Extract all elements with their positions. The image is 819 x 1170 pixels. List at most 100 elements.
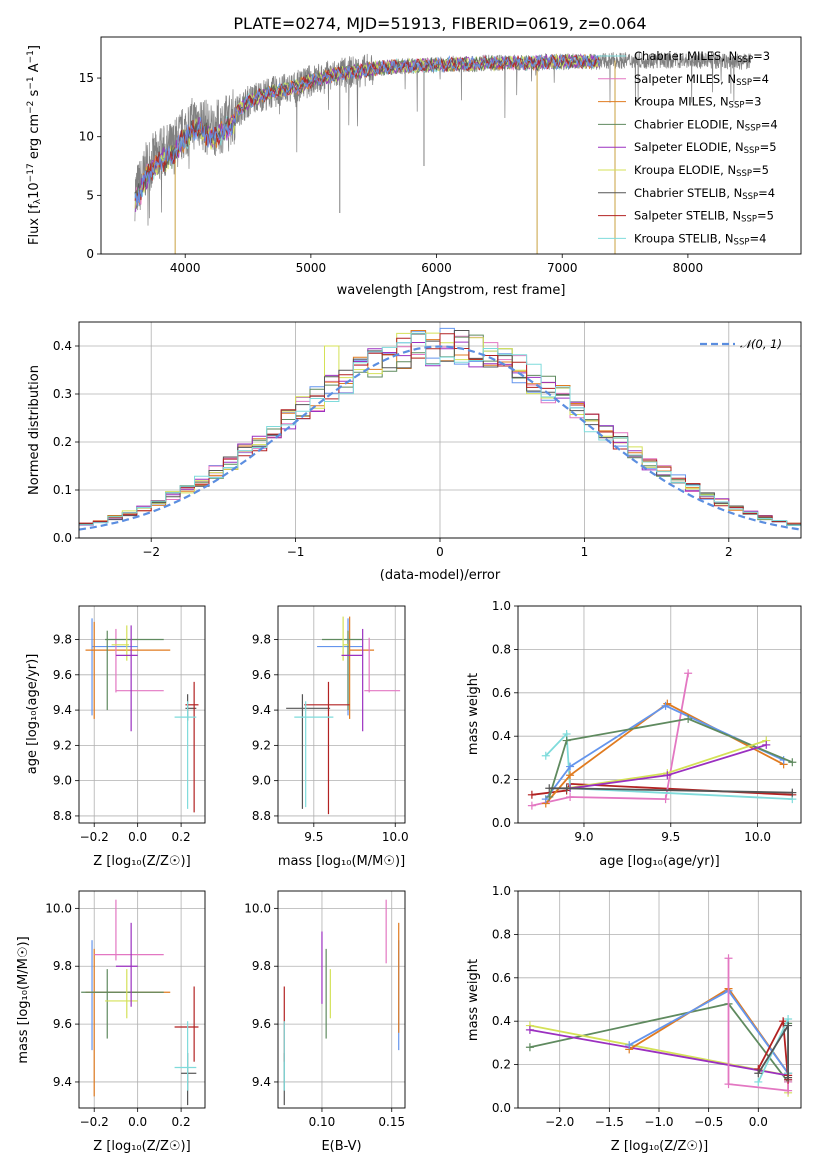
y-tick-label: 9.4: [252, 703, 271, 717]
legend-label-post: =4: [752, 72, 769, 86]
legend-label-text: Chabrier MILES, N: [634, 49, 737, 63]
y-axis-label: mass weight: [466, 959, 481, 1041]
legend-label: Chabrier STELIB, NSSP=4: [634, 186, 775, 202]
y-tick-label: 9.6: [53, 1017, 72, 1031]
y-tick-label: 0.2: [492, 773, 511, 787]
y-tick-label: 9.0: [252, 774, 271, 788]
legend-label-text: Kroupa ELODIE, N: [634, 163, 736, 177]
y-axis-label-part: λ: [33, 198, 43, 204]
x-tick-label: 0.15: [378, 1115, 405, 1129]
x-tick-label: −1: [287, 545, 305, 559]
x-tick-label: 9.0: [574, 830, 593, 844]
weight-marker: [566, 792, 575, 801]
x-tick-label: 0: [436, 545, 444, 559]
x-tick-label: 0.2: [172, 1115, 191, 1129]
x-tick-label: −1.5: [595, 1115, 624, 1129]
weight-series: [566, 739, 767, 790]
weight-marker: [566, 771, 575, 780]
ebv-mass-axes: 0.10 0.15 9.4 9.6 9.8 10.0 E(B-V): [244, 891, 405, 1154]
x-tick-label: 6000: [421, 261, 452, 275]
weight-series: [548, 717, 793, 798]
weight-marker: [625, 1041, 634, 1050]
legend-label: Salpeter STELIB, NSSP=5: [634, 209, 774, 225]
weight-marker: [525, 1043, 534, 1052]
mass-age-errorbars: [286, 616, 401, 815]
x-tick-label: 4000: [170, 261, 201, 275]
y-tick-label: 10: [79, 130, 94, 144]
legend-label: Salpeter MILES, NSSP=4: [634, 72, 769, 88]
weight-marker: [545, 792, 554, 801]
axes-frame: [517, 605, 802, 824]
legend-label-sub: SSP: [744, 146, 760, 156]
model-spectrum: [134, 54, 600, 207]
y-axis-label-part: −1: [26, 76, 36, 89]
histograms: [79, 327, 801, 531]
legend-label-post: =4: [761, 117, 778, 131]
weight-marker: [779, 1017, 788, 1026]
y-tick-label: 0.1: [53, 483, 72, 497]
weight-series: [545, 731, 793, 800]
legend-label-text: Salpeter ELODIE, N: [634, 140, 744, 154]
weight-marker: [527, 801, 536, 810]
figure-title: PLATE=0274, MJD=51913, FIBERID=0619, z=0…: [233, 14, 646, 33]
y-tick-label: 15: [79, 71, 94, 85]
weight-marker: [525, 1025, 534, 1034]
legend-label: Chabrier MILES, NSSP=3: [634, 49, 770, 65]
legend-label-sub: SSP: [734, 238, 750, 248]
y-axis-label-part: −17: [26, 163, 36, 182]
y-axis-label-part: ]: [27, 45, 42, 50]
legend-label-post: =3: [744, 95, 761, 109]
x-tick-label: 0.2: [172, 830, 191, 844]
legend-label-text: Chabrier ELODIE, N: [634, 117, 745, 131]
x-tick-label: 0.0: [749, 1115, 768, 1129]
x-axis-label: age [log₁₀(age/yr)]: [599, 854, 720, 869]
x-tick-label: −0.5: [694, 1115, 723, 1129]
legend-label: Kroupa STELIB, NSSP=4: [634, 231, 766, 247]
y-axis-label-part: erg cm: [27, 114, 42, 163]
axes-frame: [78, 321, 802, 539]
weight-marker: [784, 1021, 793, 1030]
axes-frame: [277, 890, 406, 1109]
weight-series: [727, 958, 789, 1092]
x-axis-label: wavelength [Angstrom, rest frame]: [337, 283, 566, 298]
y-axis-label-part: A: [27, 63, 42, 76]
weight-marker: [684, 714, 693, 723]
legend-label-sub: SSP: [737, 55, 753, 65]
z-mass-errorbars: [81, 899, 199, 1106]
y-tick-label: 10.0: [45, 901, 72, 915]
axes-frame: [100, 36, 802, 255]
x-tick-label: 8000: [673, 261, 704, 275]
legend-label: 𝒩(0, 1): [740, 337, 782, 351]
y-tick-label: 9.6: [252, 668, 271, 682]
legend-label: Salpeter ELODIE, NSSP=5: [634, 140, 777, 156]
spectrum-axes: 4000 5000 6000 7000 8000 0 5 10 15 wavelength [An…: [79, 71, 703, 298]
weight-marker: [661, 701, 670, 710]
weight-marker: [754, 1069, 763, 1078]
y-axis-label-part: 10: [27, 182, 42, 199]
y-axis-label-part: −1: [26, 50, 36, 63]
weight-marker: [562, 736, 571, 745]
y-tick-label: 9.2: [53, 738, 72, 752]
x-tick-label: 0.10: [309, 1115, 336, 1129]
x-tick-label: 9.5: [661, 830, 680, 844]
y-axis-label: Flux [fλ10−17 erg cm−2 s−1 A−1]: [26, 45, 43, 245]
axes-frame: [277, 605, 406, 824]
legend-label-post: =3: [753, 49, 770, 63]
weight-marker: [684, 669, 693, 678]
z-age-axes: −0.2 0.0 0.2 8.8 9.0 9.2 9.4 9.6 9.8 Z [log₁₀(Z/Z…: [25, 606, 205, 869]
y-tick-label: 9.0: [53, 774, 72, 788]
weight-marker: [788, 758, 797, 767]
x-tick-label: 5000: [296, 261, 327, 275]
weight-marker: [784, 1086, 793, 1095]
x-tick-label: 0.0: [128, 1115, 147, 1129]
age-weight-lines: [527, 669, 797, 810]
legend-label-post: =4: [749, 231, 766, 245]
legend-label-text: Salpeter STELIB, N: [634, 209, 741, 223]
legend-label-text: Kroupa MILES, N: [634, 95, 729, 109]
weight-series: [531, 673, 689, 807]
weight-marker: [527, 790, 536, 799]
y-tick-label: 0.3: [53, 387, 72, 401]
age-weight-axes: 9.0 9.5 10.0 0.0 0.2 0.4 0.6 0.8 1.0 age [log₁₀(a…: [466, 599, 801, 869]
legend-label-post: =5: [752, 163, 769, 177]
y-tick-label: 0.6: [492, 686, 511, 700]
